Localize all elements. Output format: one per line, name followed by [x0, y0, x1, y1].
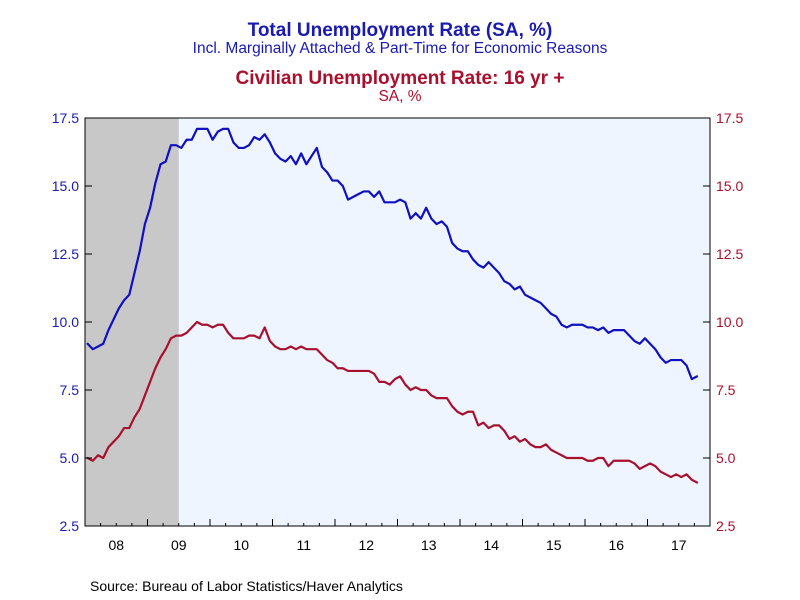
left-axis-tick-label: 12.5 — [52, 246, 79, 262]
x-axis-tick-label: 09 — [171, 537, 187, 553]
x-axis-tick-label: 15 — [546, 537, 562, 553]
left-axis-tick-label: 17.5 — [52, 110, 79, 126]
x-axis-tick-label: 16 — [608, 537, 624, 553]
x-axis-tick-label: 14 — [483, 537, 499, 553]
x-axis-tick-label: 08 — [108, 537, 124, 553]
right-axis-tick-label: 17.5 — [716, 110, 743, 126]
recession-shade — [85, 118, 179, 526]
left-axis-tick-label: 2.5 — [60, 518, 80, 534]
civilian-unemployment-line — [86, 320, 699, 484]
left-axis-tick-label: 10.0 — [52, 314, 79, 330]
x-axis-tick-label: 10 — [233, 537, 249, 553]
right-axis-tick-label: 12.5 — [716, 246, 743, 262]
left-axis-tick-label: 5.0 — [60, 450, 80, 466]
x-axis-tick-label: 12 — [358, 537, 374, 553]
chart-title-right-axis: Civilian Unemployment Rate: 16 yr + — [235, 68, 565, 89]
x-axis-tick-label: 11 — [296, 537, 311, 553]
right-axis-tick-label: 10.0 — [716, 314, 743, 330]
chart-subtitle-left-axis: Incl. Marginally Attached & Part-Time fo… — [192, 40, 608, 57]
axes-layer: 2.5 5.0 7.5 10.0 12.5 15.0 17.5 2.5 5.0 7.5 10.0 12… — [52, 110, 744, 553]
right-axis-tick-label: 15.0 — [716, 178, 743, 194]
right-axis-tick-label: 7.5 — [716, 382, 736, 398]
right-axis-tick-label: 2.5 — [716, 518, 736, 534]
x-axis-tick-label: 17 — [671, 537, 687, 553]
right-axis-tick-label: 5.0 — [716, 450, 736, 466]
series-layer — [86, 127, 699, 484]
chart-subtitle-right-axis: SA, % — [378, 88, 422, 105]
left-axis-tick-label: 15.0 — [52, 178, 79, 194]
x-axis-tick-label: 13 — [421, 537, 437, 553]
source-note: Source: Bureau of Labor Statistics/Haver… — [90, 578, 403, 594]
total-unemployment-line — [86, 127, 699, 381]
chart-title-left-axis: Total Unemployment Rate (SA, %) — [247, 20, 553, 41]
plot-area — [85, 118, 710, 526]
left-axis-tick-label: 7.5 — [60, 382, 80, 398]
